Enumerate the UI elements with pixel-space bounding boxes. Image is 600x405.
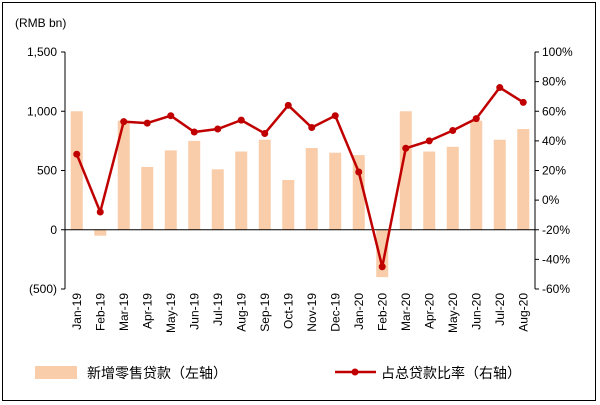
x-tick-label: Jun-19 <box>187 293 201 330</box>
right-tick-label: 0% <box>542 193 560 207</box>
legend-bar-swatch <box>35 366 77 379</box>
right-tick-label: 40% <box>542 134 566 148</box>
line-point-Mar-20 <box>402 144 410 152</box>
bar-Jul-20 <box>493 139 506 230</box>
right-tick-label: -40% <box>542 252 570 266</box>
x-tick-label: May-19 <box>164 293 178 333</box>
bar-Aug-19 <box>235 151 248 230</box>
x-tick-label: Sep-19 <box>258 293 272 332</box>
bar-Aug-20 <box>517 129 530 230</box>
x-tick-labels: Jan-19 Feb-19 Mar-19 Apr-19 May-19 Jun-19 Jul-… <box>70 293 531 333</box>
x-tick-label: Apr-20 <box>422 293 436 329</box>
bar-series <box>70 111 530 278</box>
bar-Apr-19 <box>141 166 154 230</box>
line-point-Mar-19 <box>120 118 128 126</box>
left-axis-ticks: (500) 0 500 1,000 1,500 <box>27 45 65 296</box>
x-tick-label: Feb-20 <box>375 293 389 331</box>
line-point-Apr-20 <box>425 137 433 145</box>
line-point-Jun-19 <box>190 128 198 136</box>
x-tick-label: Jul-19 <box>211 293 225 326</box>
x-tick-label: May-20 <box>446 293 460 333</box>
bar-Jun-19 <box>188 140 201 230</box>
x-tick-label: Jul-20 <box>493 293 507 326</box>
line-point-Jun-20 <box>472 115 480 123</box>
bar-Sep-19 <box>258 139 271 230</box>
legend-line-marker <box>351 368 359 376</box>
axes <box>64 52 536 289</box>
line-point-Feb-19 <box>96 208 104 216</box>
right-tick-label: 100% <box>542 45 573 59</box>
right-tick-label: 60% <box>542 104 566 118</box>
line-path <box>75 86 524 269</box>
bar-Dec-19 <box>329 152 342 230</box>
line-point-Sep-19 <box>261 129 269 137</box>
line-point-Jul-19 <box>214 125 222 133</box>
bar-May-20 <box>446 146 459 230</box>
left-tick-label: 500 <box>37 164 57 178</box>
right-tick-label: 20% <box>542 164 566 178</box>
line-series <box>73 84 527 271</box>
x-tick-label: Jan-20 <box>352 293 366 330</box>
left-tick-label: 1,500 <box>27 45 57 59</box>
legend-item-line: 占总贷款比率（右轴） <box>335 365 521 382</box>
bar-Jul-19 <box>211 169 224 230</box>
left-tick-label: 1,000 <box>27 104 57 118</box>
x-tick-label: Dec-19 <box>328 293 342 332</box>
unit-label: (RMB bn) <box>15 16 66 30</box>
x-tick-label: Aug-19 <box>234 293 248 332</box>
x-tick-label: Apr-19 <box>140 293 154 329</box>
line-point-Jan-20 <box>355 168 363 176</box>
line-point-Jan-19 <box>73 150 81 158</box>
combo-chart: (RMB bn) Jan-19 Feb-19 Mar-19 Apr-19 May-19 J… <box>15 16 573 382</box>
legend: 新增零售贷款（左轴） 占总贷款比率（右轴） <box>35 365 521 382</box>
line-point-Aug-20 <box>519 98 527 106</box>
x-tick-label: Jan-19 <box>70 293 84 330</box>
left-tick-label: (500) <box>29 282 57 296</box>
chart-frame: (RMB bn) Jan-19 Feb-19 Mar-19 Apr-19 May-19 J… <box>2 2 596 401</box>
right-tick-label: 80% <box>542 75 566 89</box>
legend-item-bars: 新增零售贷款（左轴） <box>35 366 227 382</box>
line-point-Feb-20 <box>378 263 386 271</box>
line-point-Apr-19 <box>143 119 151 127</box>
right-tick-label: -20% <box>542 223 570 237</box>
line-point-May-20 <box>449 127 457 135</box>
x-tick-label: Oct-19 <box>281 293 295 329</box>
x-tick-label: Feb-19 <box>93 293 107 331</box>
line-point-Dec-19 <box>331 112 339 120</box>
line-point-Jul-20 <box>496 84 504 92</box>
x-tick-label: Mar-19 <box>117 293 131 331</box>
left-tick-label: 0 <box>50 223 57 237</box>
x-tick-label: Mar-20 <box>399 293 413 331</box>
line-point-Oct-19 <box>284 101 292 109</box>
x-tick-label: Jun-20 <box>469 293 483 330</box>
bar-May-19 <box>164 150 177 230</box>
x-tick-label: Aug-20 <box>516 293 530 332</box>
bar-Mar-20 <box>399 111 412 230</box>
bar-Jun-20 <box>470 120 483 230</box>
right-tick-label: -60% <box>542 282 570 296</box>
line-point-May-19 <box>167 112 175 120</box>
bar-Nov-19 <box>305 147 318 230</box>
legend-bar-label: 新增零售贷款（左轴） <box>87 366 227 382</box>
bar-Feb-19 <box>94 229 107 236</box>
bar-Jan-19 <box>70 111 83 230</box>
right-axis-ticks: -60% -40% -20% 0% 20% 40% 60% 80% 100% <box>535 45 573 296</box>
line-point-Aug-19 <box>237 116 245 124</box>
legend-line-label: 占总贷款比率（右轴） <box>381 365 521 382</box>
bar-Apr-20 <box>423 151 436 230</box>
bar-Oct-19 <box>282 179 295 230</box>
x-tick-label: Nov-19 <box>305 293 319 332</box>
line-point-Nov-19 <box>308 124 316 132</box>
bar-Mar-19 <box>117 120 130 230</box>
